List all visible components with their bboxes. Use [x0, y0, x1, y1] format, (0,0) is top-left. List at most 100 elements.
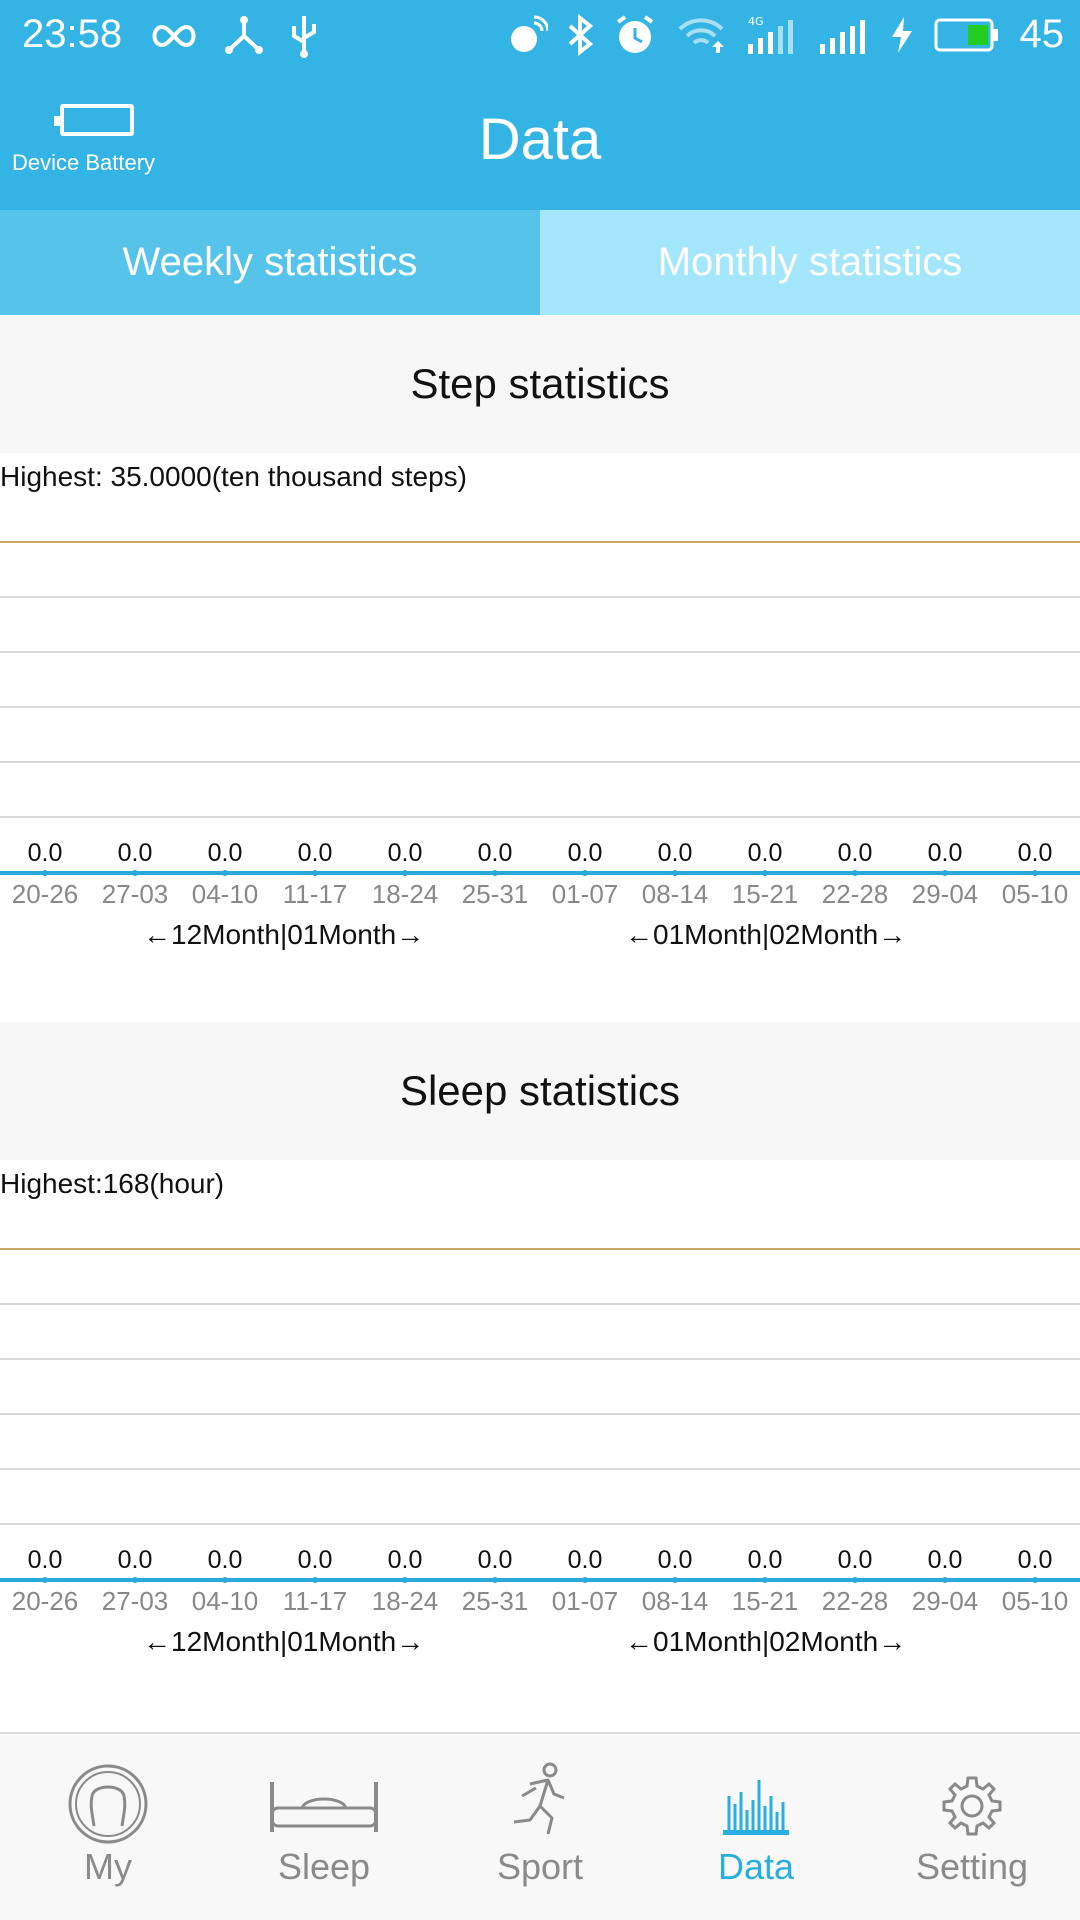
- sleep-grid-line: [0, 1303, 1080, 1305]
- stats-tabs: Weekly statistics Monthly statistics: [0, 210, 1080, 315]
- step-x-tick: 22-28: [821, 879, 889, 909]
- step-data-point: [1032, 870, 1038, 876]
- sleep-data-point: [942, 1577, 948, 1583]
- status-time: 23:58: [22, 12, 123, 56]
- app-header: Device Battery Data: [0, 76, 1080, 210]
- sleep-data-point: [42, 1577, 48, 1583]
- sleep-grid-line: [0, 1523, 1080, 1525]
- sleep-statistics-title: Sleep statistics: [0, 1022, 1080, 1160]
- step-value-label: 0.0: [1017, 839, 1053, 867]
- share-node-icon: [225, 16, 263, 54]
- wifi-icon: [678, 17, 724, 53]
- sleep-value-label: 0.0: [657, 1546, 693, 1574]
- sleep-month-label[interactable]: ←12Month|01Month→: [143, 1626, 425, 1657]
- sleep-value-label: 0.0: [477, 1546, 513, 1574]
- step-x-tick: 04-10: [191, 879, 259, 909]
- page-title: Data: [478, 107, 602, 172]
- sleep-data-point: [582, 1577, 588, 1583]
- step-value-label: 0.0: [747, 839, 783, 867]
- step-data-point: [312, 870, 318, 876]
- step-grid-line: [0, 541, 1080, 543]
- step-data-point: [942, 870, 948, 876]
- step-value-label: 0.0: [207, 839, 243, 867]
- status-bar: 23:58 4G 45: [0, 0, 1080, 76]
- sleep-x-tick: 11-17: [282, 1586, 348, 1616]
- step-grid-line: [0, 706, 1080, 708]
- bar-chart-icon: [723, 1780, 789, 1835]
- step-x-tick: 18-24: [371, 879, 439, 909]
- step-value-label: 0.0: [477, 839, 513, 867]
- step-x-tick: 15-21: [731, 879, 799, 909]
- device-battery-icon: [54, 104, 134, 136]
- sleep-value-label: 0.0: [927, 1546, 963, 1574]
- sleep-value-label: 0.0: [207, 1546, 243, 1574]
- tab-weekly-statistics[interactable]: Weekly statistics: [0, 210, 540, 315]
- sleep-data-point: [672, 1577, 678, 1583]
- head-profile-icon: [68, 1764, 148, 1844]
- sleep-x-tick: 15-21: [731, 1586, 799, 1616]
- nav-item-sleep[interactable]: Sleep: [216, 1734, 432, 1920]
- sleep-month-label[interactable]: ←01Month|02Month→: [625, 1626, 907, 1657]
- nav-item-my[interactable]: My: [0, 1734, 216, 1920]
- gear-icon: [942, 1776, 1002, 1836]
- step-grid-line: [0, 651, 1080, 653]
- nav-item-sport[interactable]: Sport: [432, 1734, 648, 1920]
- step-x-tick: 27-03: [101, 879, 169, 909]
- step-x-tick: 01-07: [551, 879, 619, 909]
- runner-icon: [513, 1762, 565, 1835]
- nav-label-sport: Sport: [496, 1846, 584, 1887]
- step-value-label: 0.0: [117, 839, 153, 867]
- sleep-x-tick: 22-28: [821, 1586, 889, 1616]
- sleep-data-point: [222, 1577, 228, 1583]
- step-data-point: [852, 870, 858, 876]
- sleep-data-point: [852, 1577, 858, 1583]
- sleep-value-label: 0.0: [837, 1546, 873, 1574]
- sleep-value-label: 0.0: [747, 1546, 783, 1574]
- sleep-grid-line: [0, 1413, 1080, 1415]
- nav-item-setting[interactable]: Setting: [864, 1734, 1080, 1920]
- step-value-label: 0.0: [567, 839, 603, 867]
- sleep-grid-line: [0, 1358, 1080, 1360]
- sleep-x-tick: 18-24: [371, 1586, 439, 1616]
- nav-item-data[interactable]: Data: [648, 1734, 864, 1920]
- sleep-value-label: 0.0: [567, 1546, 603, 1574]
- step-data-point: [222, 870, 228, 876]
- sleep-highest-label: Highest:168(hour): [0, 1168, 225, 1199]
- step-grid-line: [0, 816, 1080, 818]
- step-x-tick: 25-31: [461, 879, 529, 909]
- sleep-x-tick: 27-03: [101, 1586, 169, 1616]
- step-value-label: 0.0: [387, 839, 423, 867]
- sleep-grid-line: [0, 1248, 1080, 1250]
- tab-monthly-statistics[interactable]: Monthly statistics: [540, 210, 1080, 315]
- signal-4g-icon: 4G: [747, 15, 793, 54]
- step-grid-line: [0, 596, 1080, 598]
- step-baseline: [0, 871, 1080, 875]
- step-data-point: [492, 870, 498, 876]
- step-x-tick: 05-10: [1001, 879, 1069, 909]
- step-month-label[interactable]: ←01Month|02Month→: [625, 919, 907, 950]
- infinity-icon: [152, 24, 196, 48]
- sleep-data-point: [762, 1577, 768, 1583]
- sleep-data-point: [402, 1577, 408, 1583]
- bed-icon: [270, 1782, 378, 1832]
- sleep-grid-line: [0, 1468, 1080, 1470]
- bottom-nav: My Sleep Sport Data Setting: [0, 1732, 1080, 1920]
- battery-icon: [934, 18, 998, 51]
- step-data-point: [402, 870, 408, 876]
- step-statistics-title: Step statistics: [0, 315, 1080, 453]
- step-value-label: 0.0: [657, 839, 693, 867]
- step-month-label[interactable]: ←12Month|01Month→: [143, 919, 425, 950]
- sleep-data-point: [492, 1577, 498, 1583]
- sleep-value-label: 0.0: [297, 1546, 333, 1574]
- device-battery-label: Device Battery: [12, 150, 156, 175]
- sleep-data-point: [312, 1577, 318, 1583]
- step-value-label: 0.0: [27, 839, 63, 867]
- satellite-icon: [510, 15, 548, 52]
- step-x-tick: 29-04: [911, 879, 979, 909]
- charging-bolt-icon: [891, 16, 912, 53]
- sleep-value-label: 0.0: [1017, 1546, 1053, 1574]
- battery-percent: 45: [1019, 12, 1065, 56]
- usb-icon: [292, 16, 316, 58]
- sleep-value-label: 0.0: [27, 1546, 63, 1574]
- step-data-point: [132, 870, 138, 876]
